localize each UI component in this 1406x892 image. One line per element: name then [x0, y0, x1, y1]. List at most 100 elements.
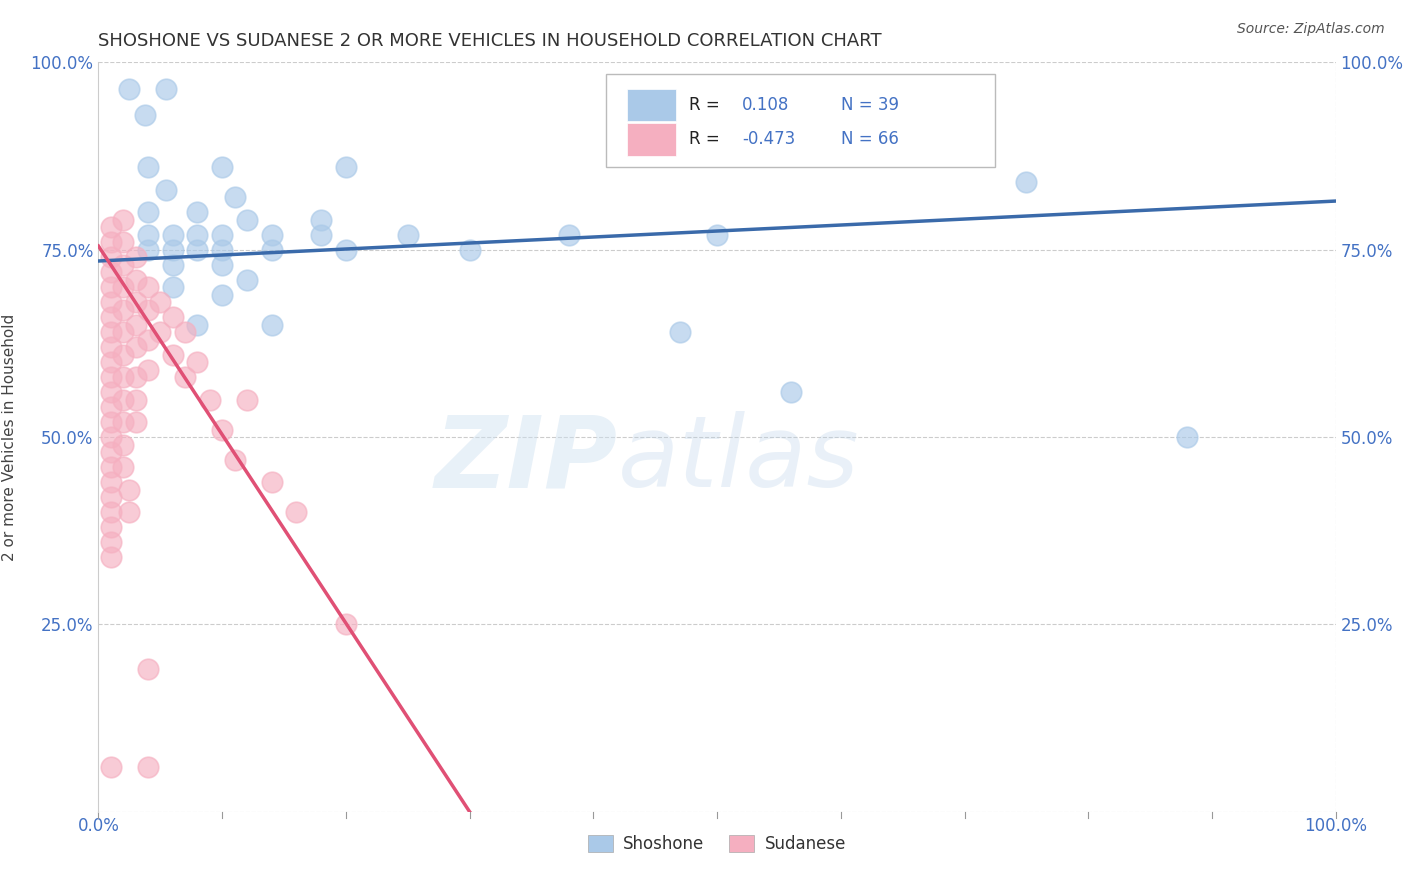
Point	[100, 355, 122, 369]
Point	[112, 348, 135, 362]
Point	[100, 400, 122, 414]
Point	[155, 81, 177, 95]
Point	[149, 325, 172, 339]
Point	[124, 295, 146, 310]
Point	[136, 333, 159, 347]
Point	[186, 227, 208, 242]
Point	[136, 227, 159, 242]
Point	[112, 325, 135, 339]
Point	[260, 318, 283, 332]
Point	[162, 243, 184, 257]
Point	[174, 370, 197, 384]
Point	[136, 243, 159, 257]
Point	[100, 415, 122, 429]
Point	[124, 250, 146, 264]
Point	[100, 490, 122, 504]
Point	[1015, 175, 1038, 189]
Point	[112, 460, 135, 475]
Point	[162, 258, 184, 272]
Point	[335, 617, 357, 632]
Point	[211, 287, 233, 301]
Point	[149, 295, 172, 310]
Point	[100, 265, 122, 279]
Point	[335, 161, 357, 175]
Text: -0.473: -0.473	[742, 130, 794, 148]
Point	[260, 243, 283, 257]
Text: ZIP: ZIP	[434, 411, 619, 508]
Point	[100, 280, 122, 294]
Point	[155, 183, 177, 197]
Point	[124, 392, 146, 407]
Point	[100, 310, 122, 325]
Point	[211, 243, 233, 257]
Bar	[627, 88, 676, 121]
Point	[124, 340, 146, 354]
Point	[236, 212, 259, 227]
Point	[136, 302, 159, 317]
Point	[285, 505, 308, 519]
FancyBboxPatch shape	[606, 74, 995, 168]
Point	[224, 190, 246, 204]
Point	[100, 505, 122, 519]
Point	[706, 227, 728, 242]
Point	[100, 325, 122, 339]
Point	[100, 430, 122, 444]
Point	[118, 505, 141, 519]
Point	[100, 535, 122, 549]
Point	[100, 370, 122, 384]
Point	[112, 370, 135, 384]
Point	[100, 445, 122, 459]
Point	[100, 340, 122, 354]
Point	[211, 227, 233, 242]
Point	[335, 243, 357, 257]
Point	[100, 295, 122, 310]
Point	[396, 227, 419, 242]
Point	[100, 520, 122, 534]
Point	[112, 302, 135, 317]
Point	[124, 318, 146, 332]
Point	[112, 437, 135, 451]
Point	[162, 348, 184, 362]
Point	[186, 318, 208, 332]
Point	[136, 760, 159, 774]
Text: atlas: atlas	[619, 411, 859, 508]
Point	[112, 212, 135, 227]
Point	[134, 108, 156, 122]
Point	[136, 161, 159, 175]
Point	[112, 235, 135, 250]
Point	[309, 212, 332, 227]
Point	[136, 205, 159, 219]
Text: N = 66: N = 66	[841, 130, 898, 148]
Point	[100, 250, 122, 264]
Point	[186, 355, 208, 369]
Point	[136, 662, 159, 676]
Point	[186, 243, 208, 257]
Point	[112, 280, 135, 294]
Point	[112, 258, 135, 272]
Point	[136, 280, 159, 294]
Point	[260, 475, 283, 489]
Point	[1175, 430, 1198, 444]
Point	[100, 235, 122, 250]
Point	[260, 227, 283, 242]
Point	[136, 362, 159, 376]
Point	[309, 227, 332, 242]
Point	[211, 423, 233, 437]
Point	[100, 549, 122, 564]
Text: R =: R =	[689, 96, 720, 114]
Point	[198, 392, 221, 407]
Point	[162, 310, 184, 325]
Point	[118, 483, 141, 497]
Point	[211, 161, 233, 175]
Point	[124, 273, 146, 287]
Legend: Shoshone, Sudanese: Shoshone, Sudanese	[582, 828, 852, 860]
Text: 0.108: 0.108	[742, 96, 789, 114]
Point	[100, 760, 122, 774]
Text: SHOSHONE VS SUDANESE 2 OR MORE VEHICLES IN HOUSEHOLD CORRELATION CHART: SHOSHONE VS SUDANESE 2 OR MORE VEHICLES …	[98, 32, 882, 50]
Point	[669, 325, 692, 339]
Point	[174, 325, 197, 339]
Point	[112, 392, 135, 407]
Point	[118, 81, 141, 95]
Point	[458, 243, 481, 257]
Point	[211, 258, 233, 272]
